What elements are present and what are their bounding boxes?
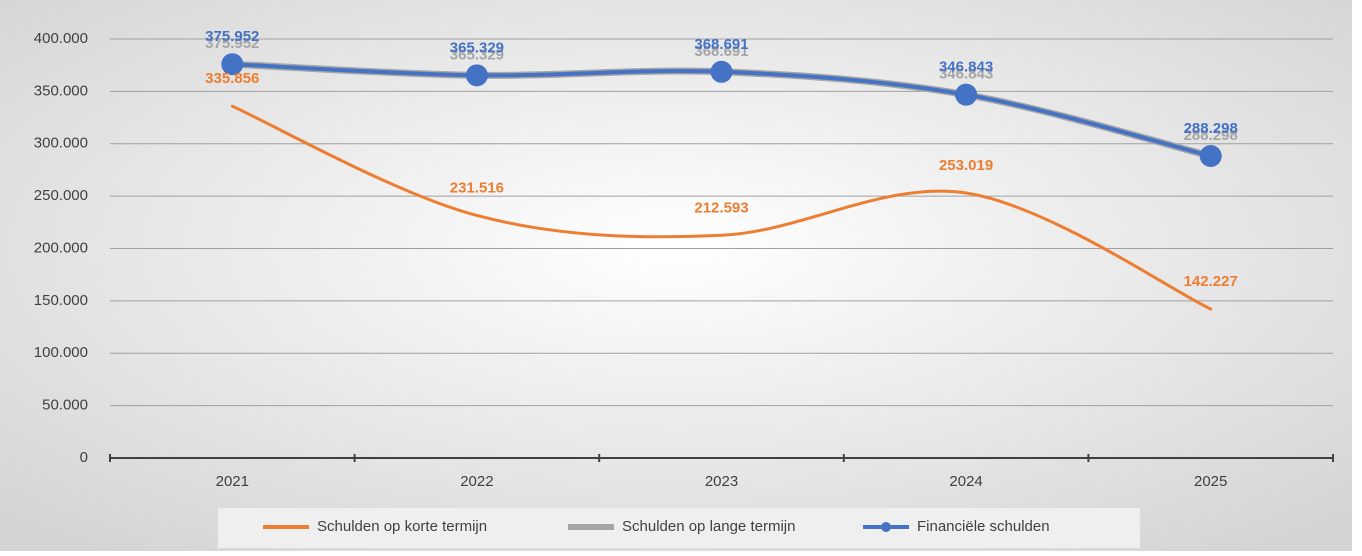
- legend-label: Schulden op korte termijn: [317, 518, 487, 535]
- legend-box: [218, 508, 1140, 548]
- y-tick-label: 150.000: [34, 292, 88, 309]
- data-label: 368.691: [694, 43, 748, 60]
- legend-label: Financiële schulden: [917, 518, 1050, 535]
- x-tick-label: 2023: [705, 473, 738, 490]
- data-label: 288.298: [1184, 127, 1238, 144]
- data-label: 231.516: [450, 179, 504, 196]
- legend-label: Schulden op lange termijn: [622, 518, 795, 535]
- data-label: 346.843: [939, 66, 993, 83]
- data-label: 375.952: [205, 35, 259, 52]
- data-label: 335.856: [205, 70, 259, 87]
- series-line: [230, 104, 1213, 311]
- x-tick-label: 2021: [216, 473, 249, 490]
- legend-marker: [881, 522, 891, 532]
- marker: [955, 83, 978, 106]
- data-label: 346.843: [939, 59, 993, 76]
- marker: [710, 60, 733, 83]
- data-label: 253.019: [939, 157, 993, 174]
- x-tick-label: 2022: [460, 473, 493, 490]
- x-tick-label: 2024: [949, 473, 982, 490]
- marker: [1199, 145, 1222, 168]
- y-tick-label: 400.000: [34, 30, 88, 47]
- marker: [465, 64, 488, 87]
- y-tick-label: 50.000: [42, 397, 88, 414]
- data-label: 212.593: [694, 199, 748, 216]
- y-tick-label: 350.000: [34, 82, 88, 99]
- data-label: 365.329: [450, 39, 504, 56]
- y-tick-label: 300.000: [34, 135, 88, 152]
- y-tick-label: 100.000: [34, 344, 88, 361]
- data-label: 375.952: [205, 28, 259, 45]
- x-tick-label: 2025: [1194, 473, 1227, 490]
- y-tick-label: 0: [80, 449, 88, 466]
- data-label: 365.329: [450, 46, 504, 63]
- data-label: 142.227: [1184, 273, 1238, 290]
- y-tick-label: 200.000: [34, 239, 88, 256]
- marker: [221, 53, 244, 76]
- data-label: 368.691: [694, 36, 748, 53]
- y-tick-label: 250.000: [34, 187, 88, 204]
- data-label: 288.298: [1184, 120, 1238, 137]
